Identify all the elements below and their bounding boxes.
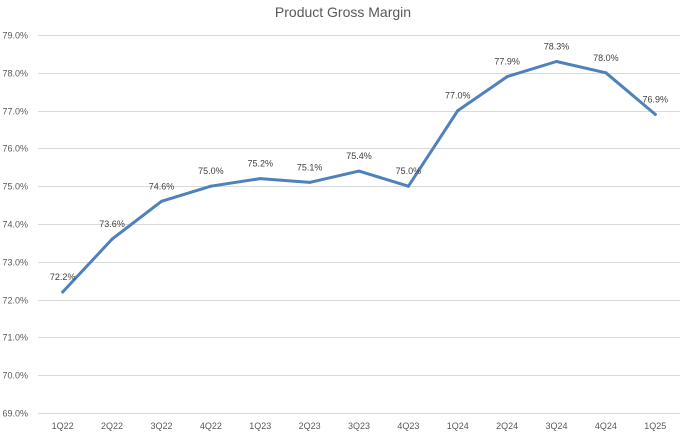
data-point <box>258 177 262 181</box>
x-tick-label: 4Q22 <box>200 421 222 431</box>
y-tick-label: 74.0% <box>2 220 28 230</box>
data-point <box>61 290 65 294</box>
y-tick-label: 72.0% <box>2 296 28 306</box>
data-point <box>406 184 410 188</box>
data-point <box>555 59 559 63</box>
series-line <box>61 60 657 294</box>
x-tick-label: 4Q23 <box>397 421 419 431</box>
x-tick-label: 3Q22 <box>150 421 172 431</box>
data-point <box>505 75 509 79</box>
x-tick-label: 1Q23 <box>249 421 271 431</box>
y-tick-label: 75.0% <box>2 182 28 192</box>
data-label: 76.9% <box>643 94 669 104</box>
data-point <box>209 184 213 188</box>
series-lines <box>61 59 657 294</box>
x-tick-label: 2Q24 <box>496 421 518 431</box>
data-point <box>110 237 114 241</box>
data-label: 75.2% <box>247 159 273 169</box>
x-tick-label: 1Q24 <box>447 421 469 431</box>
data-label: 78.3% <box>544 41 570 51</box>
data-point <box>653 112 657 116</box>
data-label: 75.0% <box>198 166 224 176</box>
y-tick-label: 70.0% <box>2 371 28 381</box>
x-tick-label: 2Q22 <box>101 421 123 431</box>
y-axis-tick-labels: 69.0% 70.0% 71.0% 72.0% 73.0% 74.0% 75.0% 76.0%… <box>2 31 28 419</box>
data-point <box>456 109 460 113</box>
data-point <box>308 180 312 184</box>
data-label: 78.0% <box>593 53 619 63</box>
data-point <box>357 169 361 173</box>
x-tick-label: 3Q24 <box>546 421 568 431</box>
data-label: 77.9% <box>494 57 520 67</box>
data-point <box>604 71 608 75</box>
chart-title: Product Gross Margin <box>275 4 411 20</box>
data-label: 72.2% <box>50 272 76 282</box>
data-label: 73.6% <box>99 219 125 229</box>
x-tick-label: 1Q25 <box>644 421 666 431</box>
data-label: 75.1% <box>297 162 323 172</box>
gridlines <box>38 35 680 414</box>
data-label: 75.0% <box>396 166 422 176</box>
data-label: 74.6% <box>149 181 175 191</box>
data-point <box>159 199 163 203</box>
x-tick-label: 2Q23 <box>299 421 321 431</box>
data-label: 75.4% <box>346 151 372 161</box>
y-tick-label: 79.0% <box>2 31 28 41</box>
y-tick-label: 71.0% <box>2 333 28 343</box>
data-label: 77.0% <box>445 91 471 101</box>
y-tick-label: 77.0% <box>2 107 28 117</box>
data-labels: 72.2% 73.6% 74.6% 75.0% 75.2% 75.1% 75.4% 75.0%… <box>50 41 668 282</box>
x-tick-label: 1Q22 <box>52 421 74 431</box>
y-tick-label: 76.0% <box>2 144 28 154</box>
x-tick-label: 3Q23 <box>348 421 370 431</box>
y-tick-label: 78.0% <box>2 69 28 79</box>
x-axis-tick-labels: 1Q22 2Q22 3Q22 4Q22 1Q23 2Q23 3Q23 4Q23 1Q24 2Q24… <box>52 421 667 431</box>
y-tick-label: 73.0% <box>2 258 28 268</box>
y-tick-label: 69.0% <box>2 409 28 419</box>
x-tick-label: 4Q24 <box>595 421 617 431</box>
